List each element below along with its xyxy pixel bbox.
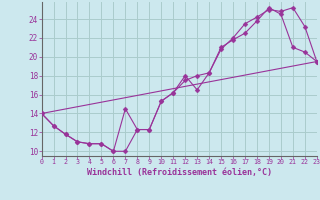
X-axis label: Windchill (Refroidissement éolien,°C): Windchill (Refroidissement éolien,°C) (87, 168, 272, 177)
